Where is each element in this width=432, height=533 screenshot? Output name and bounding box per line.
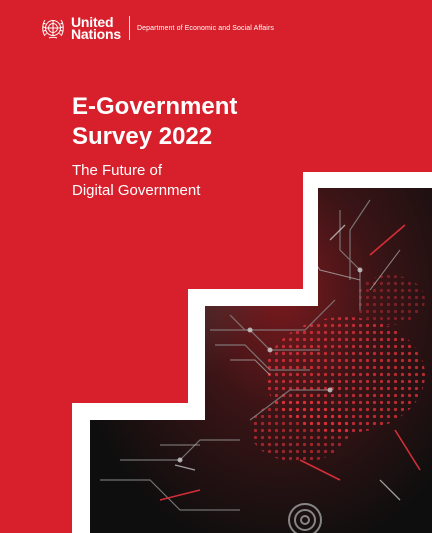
department-name: Department of Economic and Social Affair…	[136, 24, 274, 32]
subtitle-line-2: Digital Government	[72, 182, 201, 199]
title-line-2: Survey 2022	[72, 123, 213, 150]
title-line-1: E-Government	[72, 93, 238, 120]
report-title: E-Government Survey 2022	[72, 92, 292, 152]
org-line-2: Nations	[71, 26, 121, 42]
un-emblem-icon	[42, 19, 64, 39]
org-line-1: United	[71, 14, 114, 30]
header-divider	[128, 16, 130, 40]
organization-name: United Nations	[71, 14, 121, 42]
header: United Nations Department of Economic an…	[40, 15, 274, 41]
report-subtitle: The Future of Digital Government	[72, 161, 272, 201]
subtitle-line-1: The Future of	[72, 162, 163, 179]
